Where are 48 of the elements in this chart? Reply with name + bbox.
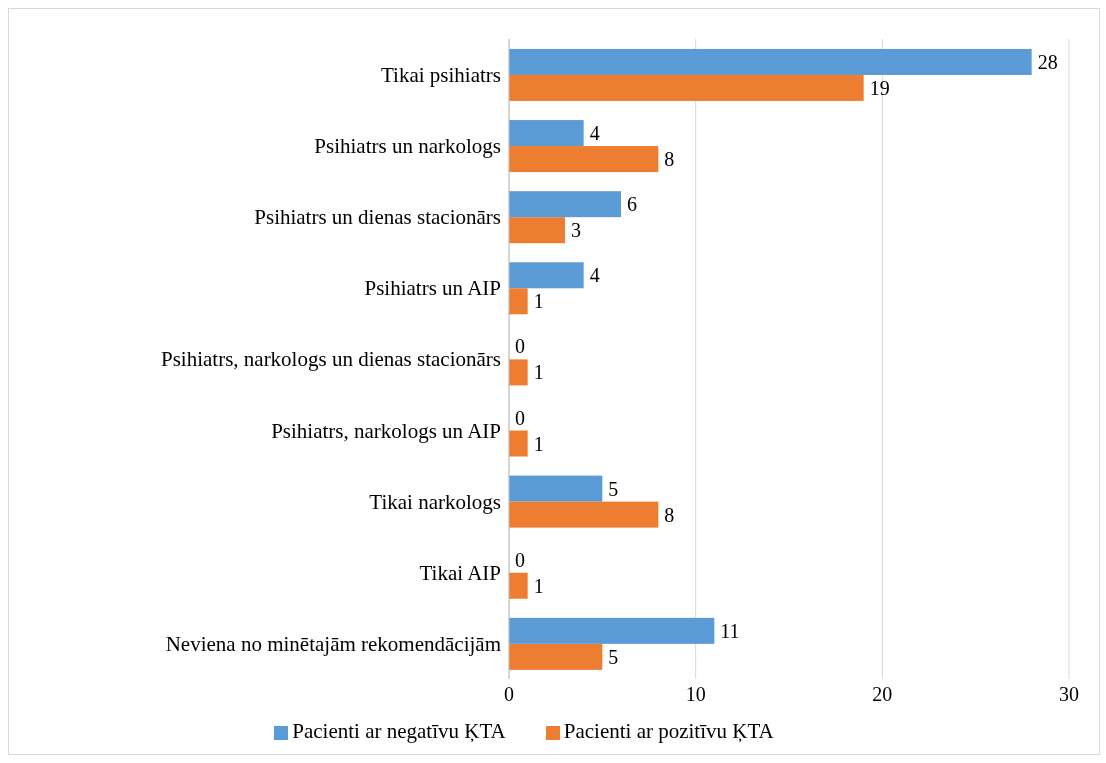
data-label: 4 — [589, 264, 600, 287]
data-label: 1 — [533, 361, 544, 384]
data-label: 0 — [515, 406, 525, 429]
x-tick-label: 30 — [1059, 683, 1079, 706]
data-label: 19 — [869, 76, 890, 99]
data-label: 1 — [533, 574, 544, 597]
bar — [509, 359, 528, 386]
x-tick-label: 20 — [872, 683, 893, 706]
data-label: 11 — [720, 619, 740, 642]
bar — [509, 217, 565, 244]
x-tick-label: 10 — [685, 683, 706, 706]
data-label: 5 — [608, 477, 619, 500]
bar — [509, 572, 528, 599]
data-label: 1 — [533, 432, 544, 455]
y-tick-label: Tikai narkologs — [369, 489, 501, 514]
bar — [509, 146, 659, 173]
data-label: 28 — [1037, 50, 1058, 73]
y-tick-label: Tikai AIP — [419, 560, 501, 585]
x-tick-label: 0 — [504, 683, 514, 706]
bar — [509, 475, 603, 502]
bar — [509, 74, 864, 101]
data-label: 5 — [608, 645, 619, 668]
legend-label: Pacienti ar pozitīvu ĶTA — [563, 719, 774, 743]
data-label: 3 — [571, 219, 581, 242]
bar — [509, 120, 584, 147]
y-tick-label: Psihiatrs un AIP — [364, 276, 501, 301]
legend-label: Pacienti ar negatīvu ĶTA — [292, 719, 506, 743]
data-label: 1 — [533, 290, 544, 313]
data-label: 6 — [627, 193, 637, 216]
data-label: 8 — [664, 503, 675, 526]
data-label: 4 — [589, 122, 600, 145]
bar — [509, 617, 715, 644]
bar — [509, 643, 603, 670]
bar — [509, 191, 621, 218]
data-label: 0 — [515, 548, 525, 571]
data-label: 8 — [664, 148, 675, 171]
data-label: 0 — [515, 335, 525, 358]
y-tick-label: Psihiatrs un narkologs — [314, 134, 501, 159]
y-tick-label: Psihiatrs un dienas stacionārs — [254, 205, 501, 230]
bar — [509, 430, 528, 457]
y-tick-label: Tikai psihiatrs — [381, 63, 501, 88]
y-tick-label: Psihiatrs, narkologs un AIP — [271, 418, 501, 443]
y-tick-label: Psihiatrs, narkologs un dienas stacionārs — [160, 347, 501, 372]
bar — [509, 262, 584, 289]
y-tick-label: Neviena no minētajām rekomendācijām — [165, 631, 501, 656]
bar — [509, 501, 659, 528]
bar — [509, 48, 1032, 75]
bar — [509, 288, 528, 315]
